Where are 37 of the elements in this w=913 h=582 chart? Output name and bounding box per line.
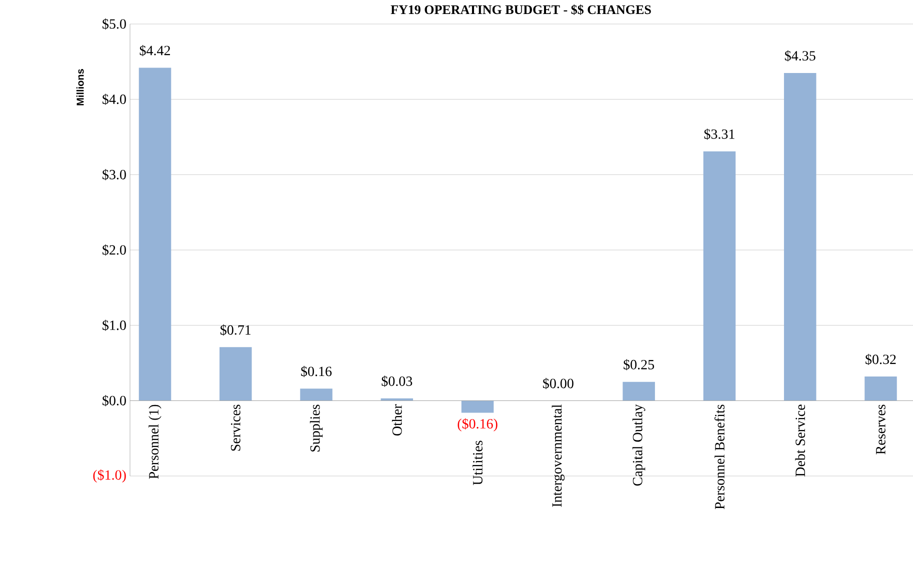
y-tick-label: $5.0 [102, 18, 126, 30]
data-label: $3.31 [704, 128, 734, 140]
x-tick-label: Debt Service [795, 404, 806, 476]
data-label: $4.35 [784, 50, 816, 62]
x-tick-label: Services [230, 404, 240, 451]
x-tick-label: Utilities [472, 440, 482, 486]
y-tick-label: $3.0 [102, 169, 126, 180]
bar [703, 151, 736, 401]
chart-title: FY19 OPERATING BUDGET - $$ CHANGES [390, 4, 651, 15]
data-label: $0.71 [220, 324, 251, 336]
x-tick-label: Reserves [876, 404, 886, 454]
data-label: $0.25 [624, 359, 654, 370]
y-tick-label: ($1.0) [93, 469, 126, 483]
data-label: $0.03 [382, 376, 412, 387]
x-tick-label: Supplies [310, 404, 323, 452]
y-axis-title: Millions [76, 69, 84, 106]
data-label: $0.00 [543, 378, 574, 390]
x-tick-label: Capital Outlay [632, 404, 646, 486]
x-tick-label: Personnel Benefits [714, 404, 724, 510]
bar [622, 382, 655, 401]
y-tick-label: $4.0 [102, 94, 126, 105]
bar [461, 400, 494, 413]
bar [864, 376, 897, 401]
bar [300, 388, 332, 401]
y-tick-label: $1.0 [102, 320, 126, 331]
bar [138, 68, 172, 401]
y-tick-label: $2.0 [102, 244, 126, 256]
x-tick-label: Personnel (1) [148, 404, 162, 479]
y-tick-label: $0.0 [102, 395, 126, 406]
x-tick-label: Intergovernmental [552, 404, 565, 507]
data-label: ($0.16) [458, 418, 498, 432]
bar [220, 347, 252, 401]
data-label: $4.42 [140, 44, 170, 56]
data-label: $0.16 [301, 366, 332, 378]
data-label: $0.32 [866, 354, 896, 366]
bar [784, 72, 816, 401]
x-tick-label: Other [392, 404, 402, 436]
